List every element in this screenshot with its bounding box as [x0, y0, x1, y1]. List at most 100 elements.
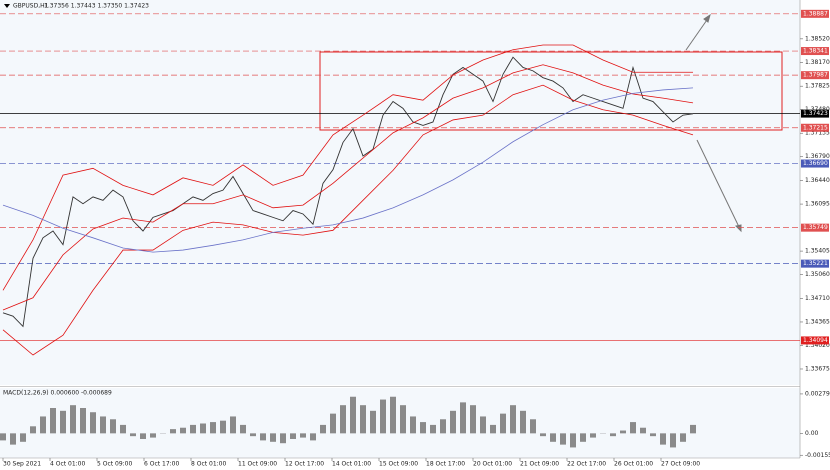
macd-bar: [60, 410, 66, 434]
macd-bar: [670, 433, 676, 448]
macd-bar: [650, 433, 656, 437]
arrow-down: [696, 139, 741, 230]
macd-bar: [0, 433, 6, 441]
y-tick-label: 1.34020: [805, 342, 830, 349]
time-label: 12 Oct 17:00: [285, 461, 324, 468]
macd-bar: [290, 433, 296, 439]
y-tick-label: 1.37135: [805, 130, 830, 137]
level-label: 1.36690: [803, 160, 828, 167]
macd-bar: [410, 416, 416, 434]
macd-bar: [390, 396, 396, 434]
macd-bar: [520, 410, 526, 434]
macd-bar: [560, 433, 566, 445]
menu-arrow[interactable]: [4, 4, 10, 8]
arrow-up: [685, 16, 710, 51]
macd-bar: [170, 429, 176, 434]
level-label: 1.35221: [803, 260, 828, 267]
macd-bar: [240, 424, 246, 434]
y-tick-label: 1.36440: [805, 177, 830, 184]
macd-bar: [440, 419, 446, 434]
time-label: 15 Oct 09:00: [379, 461, 418, 468]
time-label: 26 Oct 01:00: [614, 461, 653, 468]
macd-bar: [270, 433, 276, 442]
macd-bar: [50, 408, 56, 434]
macd-bar: [260, 433, 266, 441]
level-label: 1.37987: [803, 72, 828, 79]
level-label: 1.35749: [803, 224, 828, 231]
macd-tick-label: 0.002799: [805, 390, 830, 397]
y-tick-label: 1.34710: [805, 295, 830, 302]
time-label: 18 Oct 17:00: [426, 461, 465, 468]
time-label: 20 Oct 01:00: [473, 461, 512, 468]
time-label: 14 Oct 01:00: [332, 461, 371, 468]
level-tag: [801, 123, 829, 132]
time-label: 4 Oct 01:00: [50, 461, 85, 468]
level-tag: [801, 259, 829, 268]
level-tag: [801, 71, 829, 80]
macd-bar: [360, 405, 366, 434]
y-tick-label: 1.35405: [805, 248, 830, 255]
y-tick-label: 1.33675: [805, 365, 830, 372]
macd-bar: [550, 433, 556, 442]
price-series-line: [2, 64, 694, 311]
macd-bar: [380, 399, 386, 434]
macd-bar: [300, 433, 306, 438]
macd-bar: [580, 433, 586, 442]
macd-bar: [620, 430, 626, 434]
macd-bar: [690, 424, 696, 434]
macd-bar: [540, 433, 546, 437]
macd-bar: [340, 405, 346, 434]
macd-bar: [420, 422, 426, 434]
macd-bar: [230, 416, 236, 434]
level-tag: [801, 109, 829, 118]
macd-bar: [320, 424, 326, 434]
macd-bar: [460, 402, 466, 434]
level-label: 1.37215: [803, 124, 828, 131]
level-label: 1.34094: [803, 337, 828, 344]
level-tag: [801, 336, 829, 345]
arrow-head: [703, 13, 711, 23]
level-label: 1.38341: [803, 48, 828, 55]
price-pane: [0, 0, 800, 385]
level-tag: [801, 9, 829, 18]
macd-bar: [500, 413, 506, 434]
macd-tick-label: 0.00: [805, 430, 819, 437]
y-tick-label: 1.34365: [805, 318, 830, 325]
macd-bar: [530, 419, 536, 434]
macd-bar: [400, 405, 406, 434]
macd-bar: [40, 416, 46, 434]
symbol-title: GBPUSD,H1: [13, 3, 49, 10]
macd-bar: [630, 422, 636, 434]
macd-bar: [510, 405, 516, 434]
level-tag: [801, 47, 829, 56]
price-series-line: [2, 84, 694, 356]
macd-bar: [220, 420, 226, 434]
macd-bar: [190, 424, 196, 434]
y-tick-label: 1.38170: [805, 59, 830, 66]
macd-bar: [150, 433, 156, 438]
macd-bar: [280, 433, 286, 444]
macd-bar: [490, 424, 496, 434]
time-label: 11 Oct 09:00: [238, 461, 277, 468]
macd-bar: [30, 426, 36, 434]
macd-bar: [450, 410, 456, 434]
y-tick-label: 1.35060: [805, 271, 830, 278]
macd-bar: [590, 433, 596, 438]
macd-bar: [120, 424, 126, 434]
time-label: 21 Oct 09:00: [520, 461, 559, 468]
macd-bar: [640, 427, 646, 434]
price-series-line: [2, 87, 694, 253]
macd-bar: [70, 405, 76, 434]
macd-bar: [480, 416, 486, 434]
level-tag: [801, 223, 829, 232]
macd-bar: [330, 413, 336, 434]
macd-bar: [430, 424, 436, 434]
macd-bar: [180, 427, 186, 434]
time-label: 8 Oct 01:00: [191, 461, 226, 468]
macd-bar: [100, 416, 106, 434]
macd-bar: [250, 433, 256, 437]
ohlc-text: 1.37356 1.37443 1.37350 1.37423: [44, 3, 149, 10]
y-tick-label: 1.38520: [805, 35, 830, 42]
macd-bar: [470, 405, 476, 434]
time-label: 30 Sep 2021: [3, 461, 41, 468]
